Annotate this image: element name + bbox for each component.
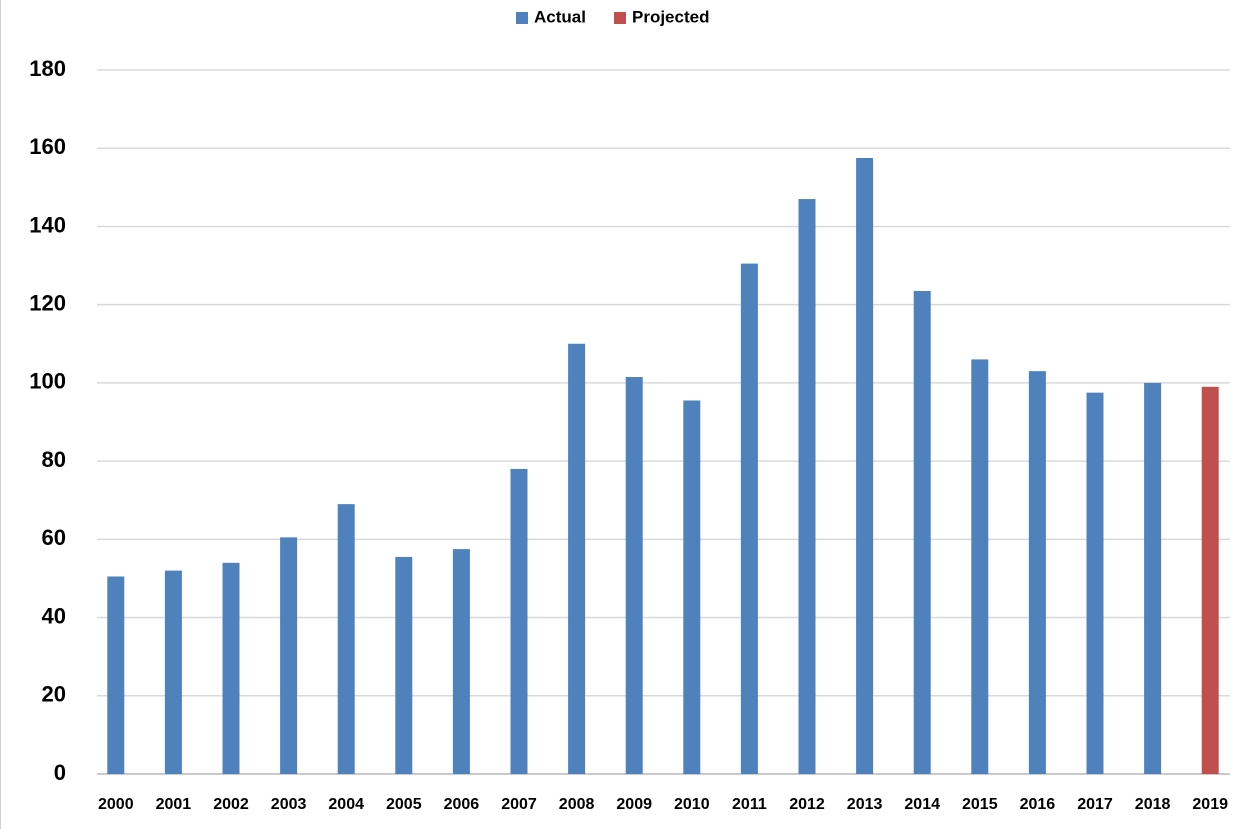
bar	[452, 549, 470, 774]
x-tick-label: 2010	[674, 796, 710, 813]
x-tick-label: 2019	[1192, 796, 1228, 813]
x-tick-label: 2005	[386, 796, 422, 813]
x-tick-label: 2006	[444, 796, 480, 813]
legend-label: Projected	[632, 7, 709, 26]
bar	[510, 468, 528, 774]
y-tick-label: 20	[42, 682, 66, 707]
bar	[856, 158, 874, 774]
x-tick-label: 2014	[904, 796, 940, 813]
bar	[280, 537, 298, 774]
x-tick-label: 2017	[1077, 796, 1113, 813]
bar	[337, 504, 355, 774]
y-tick-label: 180	[29, 56, 66, 81]
bar	[1201, 386, 1219, 774]
x-tick-label: 2018	[1135, 796, 1171, 813]
x-tick-label: 2000	[98, 796, 134, 813]
x-tick-label: 2007	[501, 796, 537, 813]
y-tick-label: 60	[42, 525, 66, 550]
x-tick-label: 2013	[847, 796, 883, 813]
y-tick-label: 40	[42, 603, 66, 628]
x-tick-label: 2003	[271, 796, 307, 813]
bar	[568, 343, 586, 774]
x-tick-label: 2004	[328, 796, 364, 813]
bar	[222, 562, 240, 774]
x-tick-label: 2011	[732, 796, 767, 813]
bar	[1144, 382, 1162, 774]
bar	[913, 290, 931, 774]
x-tick-label: 2002	[213, 796, 249, 813]
bar	[107, 576, 125, 774]
y-tick-label: 120	[29, 290, 66, 315]
y-tick-label: 80	[42, 447, 66, 472]
y-tick-label: 160	[29, 134, 66, 159]
bar	[683, 400, 701, 774]
y-tick-label: 140	[29, 212, 66, 237]
bar	[1086, 392, 1104, 774]
bar	[971, 359, 989, 774]
legend-swatch	[516, 12, 528, 24]
x-tick-label: 2012	[789, 796, 825, 813]
x-tick-label: 2008	[559, 796, 595, 813]
y-tick-label: 100	[29, 369, 66, 394]
bar	[1028, 371, 1046, 774]
bar	[798, 199, 816, 775]
bar	[395, 556, 413, 774]
x-tick-label: 2001	[156, 796, 192, 813]
bar	[164, 570, 182, 774]
legend-label: Actual	[534, 7, 586, 26]
bar	[740, 263, 758, 774]
x-tick-label: 2016	[1020, 796, 1056, 813]
y-tick-label: 0	[54, 760, 66, 785]
legend-swatch	[614, 12, 626, 24]
x-tick-label: 2009	[616, 796, 652, 813]
bar	[625, 377, 643, 774]
x-tick-label: 2015	[962, 796, 998, 813]
